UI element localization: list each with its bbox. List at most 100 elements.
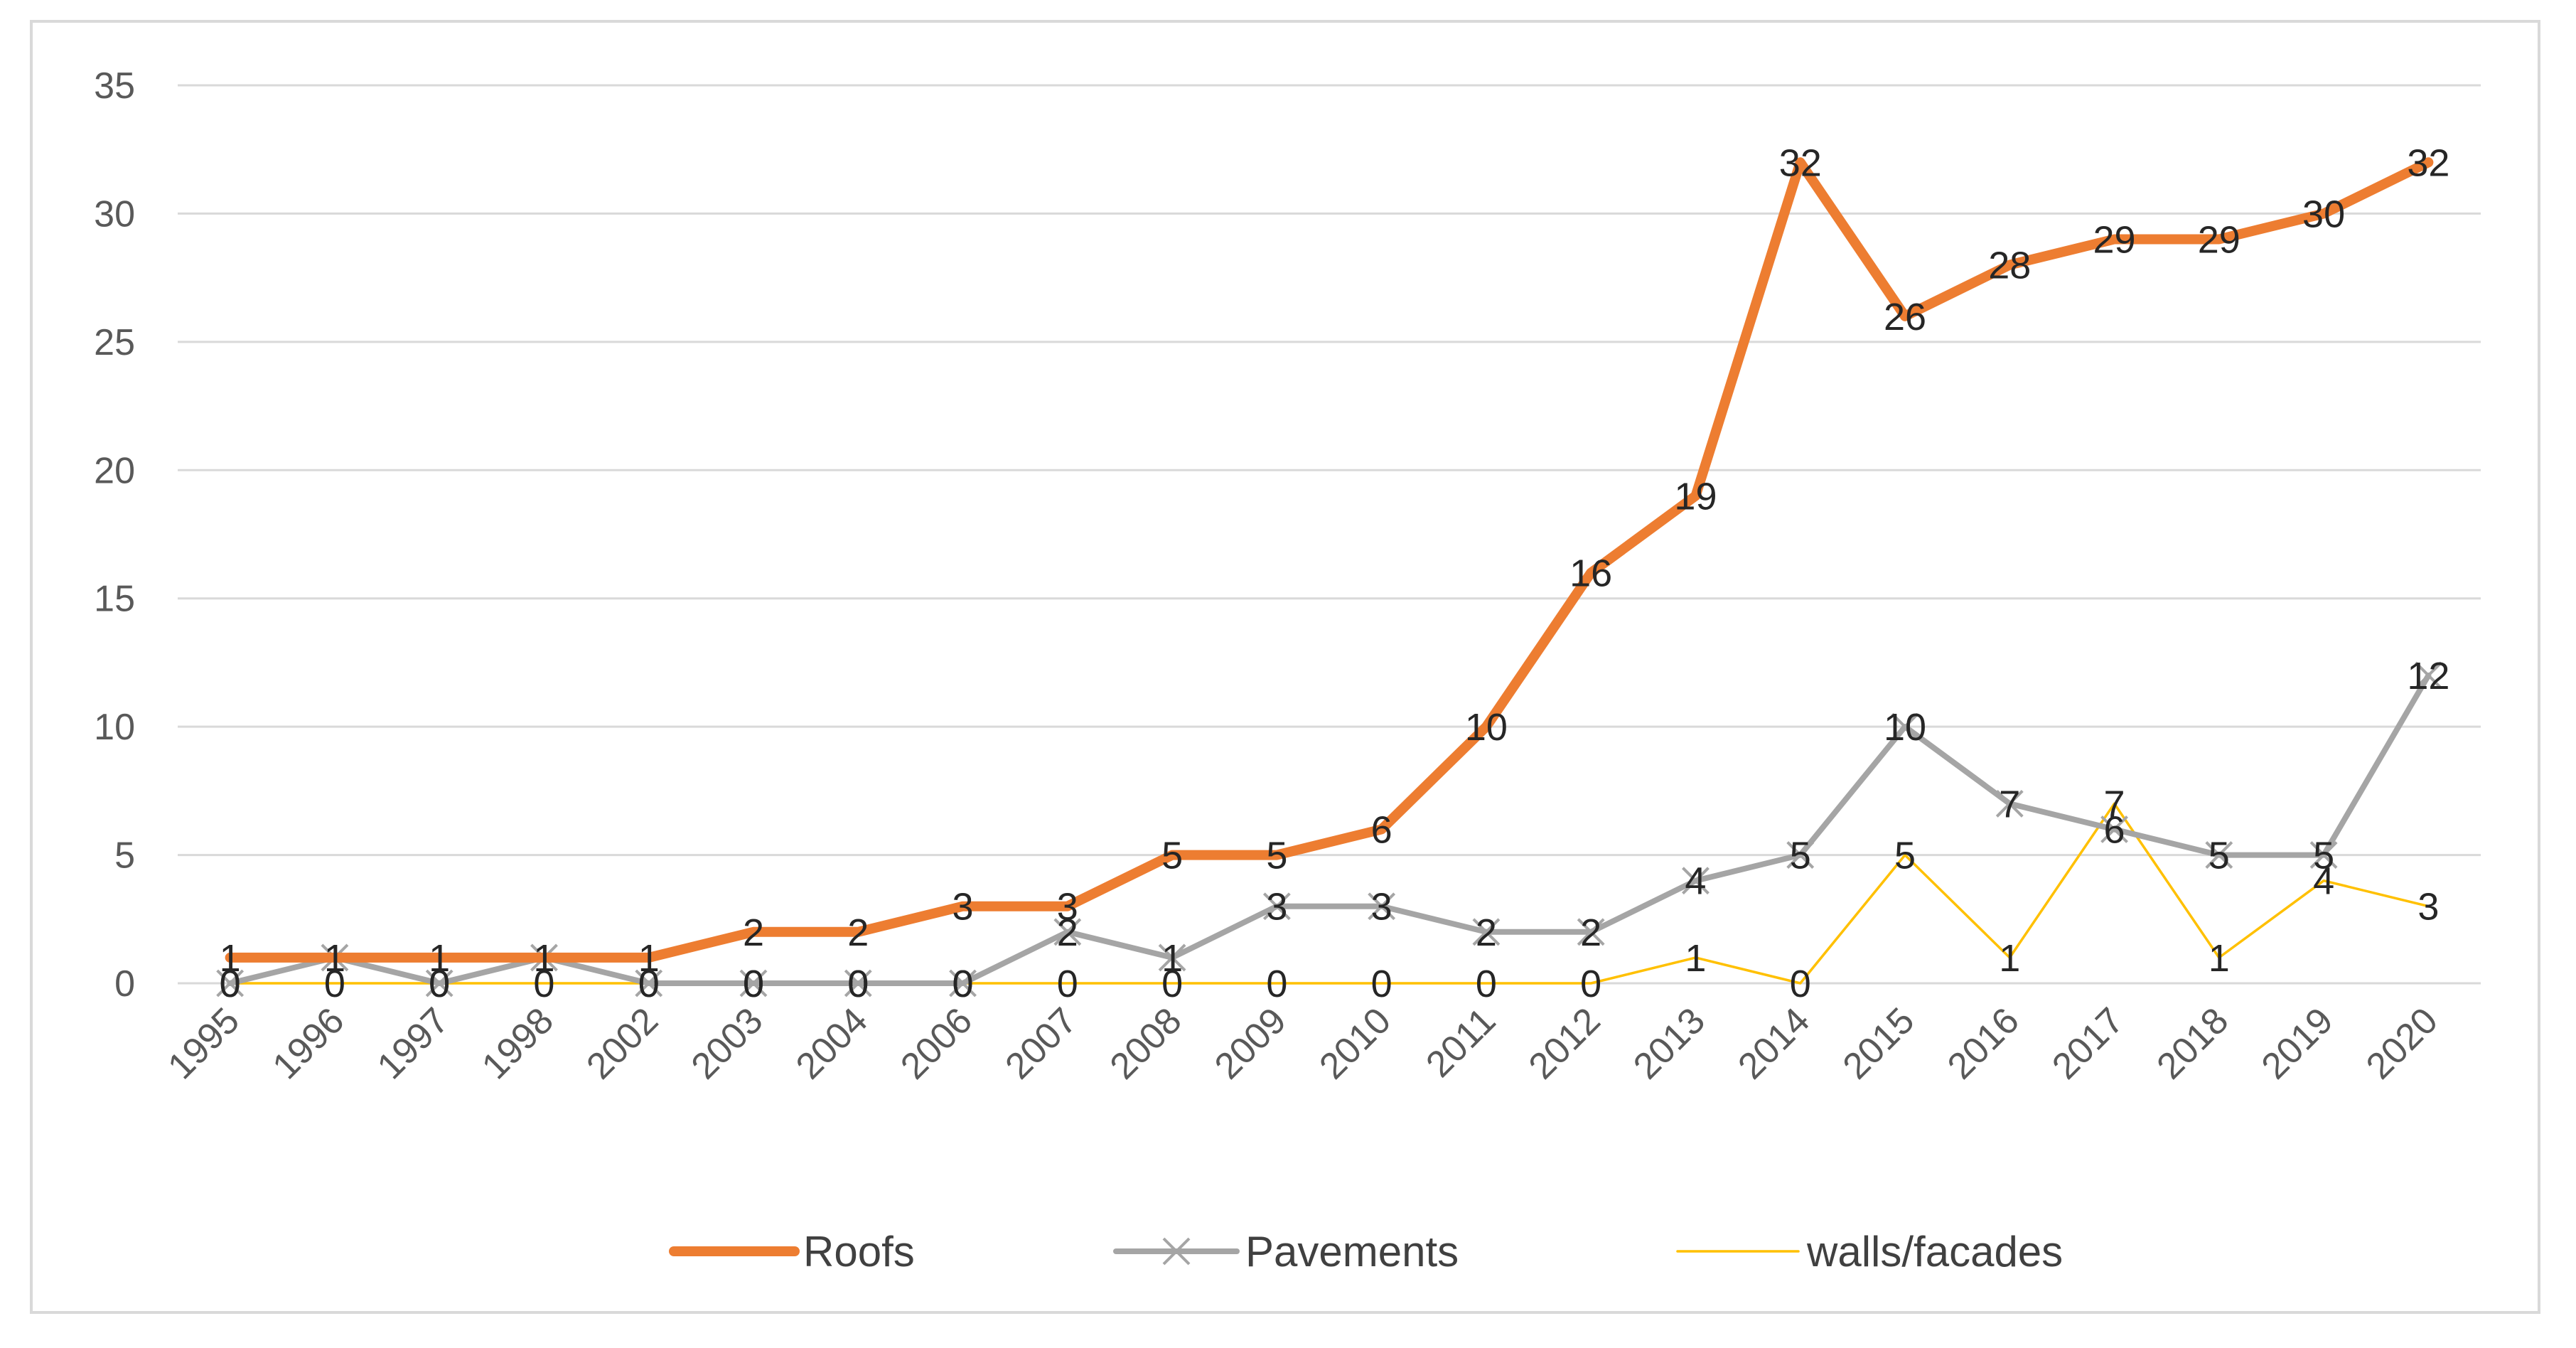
- legend: Roofs Pavements walls/facades: [669, 1228, 2063, 1275]
- point-marker-pavements: [1368, 892, 1396, 921]
- point-marker-pavements: [2309, 841, 2338, 869]
- data-label-pavements: 5: [1790, 835, 1811, 877]
- data-label-pavements: 0: [220, 963, 241, 1005]
- data-label-roofs: 30: [2302, 193, 2345, 235]
- x-tick-label: 2009: [1207, 1000, 1294, 1087]
- point-marker-pavements: [2100, 815, 2128, 843]
- data-label-walls-facades: 1: [1685, 937, 1706, 980]
- x-tick-label: 2004: [788, 1000, 876, 1087]
- y-tick-label: 35: [94, 65, 135, 107]
- data-label-pavements: 0: [847, 963, 869, 1005]
- data-label-walls-facades: 3: [2417, 886, 2439, 929]
- data-label-roofs: 3: [1057, 886, 1078, 929]
- x-tick-label: 2007: [997, 1000, 1085, 1087]
- data-label-roofs: 2: [847, 911, 869, 954]
- x-tick-label: 2010: [1311, 1000, 1399, 1087]
- data-label-pavements: 3: [1266, 886, 1287, 929]
- x-tick-label: 1997: [370, 1000, 457, 1087]
- data-label-walls-facades: 0: [324, 963, 345, 1005]
- data-label-roofs: 6: [1371, 808, 1392, 851]
- data-label-pavements: 1: [533, 937, 554, 980]
- point-marker-pavements: [1158, 943, 1186, 972]
- data-label-pavements: 0: [952, 963, 974, 1005]
- x-tick-label: 2019: [2254, 1000, 2341, 1087]
- x-axis: 1995 1996 1997 1998 2002 2003 2004 2006 2007 2008…: [160, 1000, 2446, 1087]
- y-tick-label: 5: [114, 835, 135, 877]
- data-label-roofs: 26: [1884, 296, 1926, 338]
- data-label-walls-facades: 0: [220, 963, 241, 1005]
- data-label-roofs: 10: [1465, 706, 1508, 749]
- x-tick-label: 2002: [579, 1000, 666, 1087]
- series-line-walls-facades: [228, 802, 2430, 985]
- data-label-roofs: 16: [1569, 552, 1612, 595]
- x-tick-label: 2014: [1730, 1000, 1818, 1087]
- legend-label-roofs: Roofs: [803, 1228, 915, 1275]
- data-label-walls-facades: 0: [952, 963, 974, 1005]
- data-label-roofs: 5: [1266, 835, 1287, 877]
- data-label-pavements: 0: [743, 963, 764, 1005]
- point-marker-pavements: [1262, 892, 1291, 921]
- point-marker-pavements: [1995, 789, 2024, 818]
- data-label-roofs: 1: [324, 937, 345, 980]
- data-label-walls-facades: 4: [2313, 860, 2334, 903]
- x-tick-label: 2006: [893, 1000, 980, 1087]
- data-label-roofs: 32: [1779, 141, 1822, 184]
- y-tick-label: 30: [94, 193, 135, 235]
- data-label-roofs: 1: [638, 937, 660, 980]
- point-marker-pavements: [216, 969, 245, 997]
- data-label-walls-facades: 0: [533, 963, 554, 1005]
- data-label-pavements: 10: [1884, 706, 1926, 749]
- data-label-walls-facades: 0: [1161, 963, 1183, 1005]
- data-label-roofs: 5: [1161, 835, 1183, 877]
- x-tick-label: 1996: [265, 1000, 353, 1087]
- x-tick-label: 2016: [1940, 1000, 2027, 1087]
- data-label-pavements: 7: [1999, 783, 2020, 825]
- point-marker-pavements: [2205, 841, 2233, 869]
- x-tick-label: 2011: [1418, 1000, 1503, 1085]
- data-label-walls-facades: 0: [847, 963, 869, 1005]
- x-tick-label: 1995: [160, 1000, 247, 1087]
- x-tick-label: 2008: [1102, 1000, 1190, 1087]
- data-label-roofs: 3: [952, 886, 974, 929]
- x-tick-label: 2015: [1835, 1000, 1923, 1087]
- data-label-roofs: 19: [1674, 475, 1717, 518]
- data-label-roofs: 32: [2407, 141, 2449, 184]
- data-label-walls-facades: 0: [1476, 963, 1497, 1005]
- x-tick-label: 2012: [1521, 1000, 1609, 1087]
- data-label-roofs: 2: [743, 911, 764, 954]
- point-marker-pavements: [635, 969, 663, 997]
- data-label-pavements: 0: [638, 963, 660, 1005]
- data-label-walls-facades: 0: [638, 963, 660, 1005]
- data-label-pavements: 3: [1371, 886, 1392, 929]
- x-tick-label: 2017: [2044, 1000, 2132, 1087]
- y-tick-label: 10: [94, 707, 135, 748]
- series-line-roofs: [225, 157, 2434, 963]
- series-layer: [216, 157, 2442, 997]
- x-tick-label: 1998: [474, 1000, 562, 1087]
- data-label-walls-facades: 1: [1999, 937, 2020, 980]
- point-marker-pavements: [1053, 918, 1082, 946]
- data-label-walls-facades: 0: [1790, 963, 1811, 1005]
- legend-label-walls-facades: walls/facades: [1806, 1228, 2063, 1275]
- data-label-pavements: 1: [324, 937, 345, 980]
- data-label-pavements: 0: [429, 963, 450, 1005]
- data-label-pavements: 2: [1580, 911, 1601, 954]
- data-label-roofs: 1: [429, 937, 450, 980]
- data-label-pavements: 2: [1057, 911, 1078, 954]
- y-tick-label: 25: [94, 322, 135, 363]
- data-label-walls-facades: 0: [1266, 963, 1287, 1005]
- point-marker-pavements: [949, 969, 977, 997]
- y-tick-label: 15: [94, 579, 135, 620]
- data-label-roofs: 29: [2093, 219, 2136, 262]
- point-marker-pavements: [1786, 841, 1815, 869]
- data-label-pavements: 2: [1476, 911, 1497, 954]
- data-label-pavements: 1: [1161, 937, 1183, 980]
- data-label-roofs: 28: [1988, 245, 2031, 287]
- x-tick-label: 2013: [1626, 1000, 1713, 1087]
- data-label-walls-facades: 0: [429, 963, 450, 1005]
- point-marker-pavements: [1577, 918, 1605, 946]
- point-marker-pavements: [425, 969, 454, 997]
- data-label-walls-facades: 0: [743, 963, 764, 1005]
- x-tick-label: 2020: [2358, 1000, 2446, 1087]
